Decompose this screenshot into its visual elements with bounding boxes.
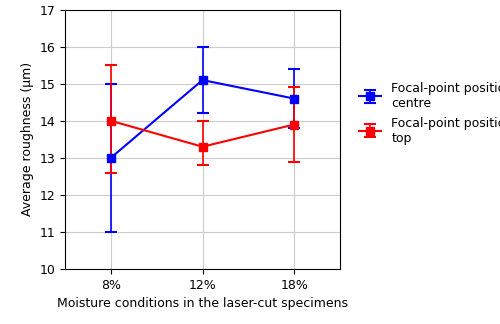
Legend: Focal-point position on
centre, Focal-point position on
top: Focal-point position on centre, Focal-po… — [354, 77, 500, 149]
Y-axis label: Average roughness (μm): Average roughness (μm) — [21, 62, 34, 216]
X-axis label: Moisture conditions in the laser-cut specimens: Moisture conditions in the laser-cut spe… — [57, 297, 348, 310]
